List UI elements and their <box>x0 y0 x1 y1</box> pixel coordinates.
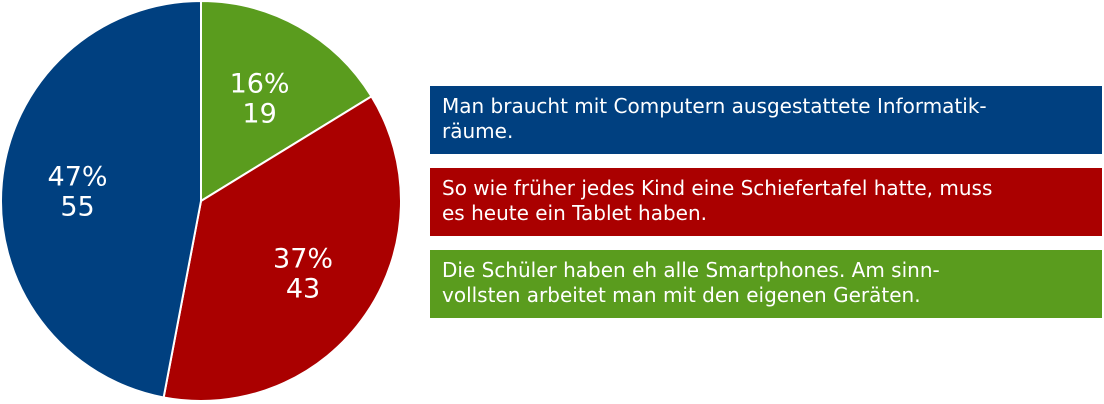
slice-percent-label: 37% <box>273 243 333 274</box>
legend-line: So wie früher jedes Kind eine Schieferta… <box>442 176 993 200</box>
slice-percent-label: 47% <box>48 161 108 192</box>
legend-line: räume. <box>442 119 514 143</box>
legend-line: Man braucht mit Computern ausgestattete … <box>442 94 987 118</box>
pie-slices <box>0 0 402 402</box>
slice-tablet <box>162 95 402 402</box>
legend-item-computer-rooms: Man braucht mit Computern ausgestattete … <box>430 86 1102 154</box>
slice-percent-label: 16% <box>230 68 290 99</box>
slice-value-label: 55 <box>60 191 94 222</box>
slice-computer-rooms <box>200 0 373 203</box>
slice-value-label: 19 <box>242 98 276 129</box>
pie-labels: 16%19 37%43 47%55 <box>48 68 334 304</box>
legend-item-tablet: So wie früher jedes Kind eine Schieferta… <box>430 168 1102 236</box>
slice-value-label: 43 <box>286 273 320 304</box>
legend-item-own-devices: Die Schüler haben eh alle Smartphones. A… <box>430 250 1102 318</box>
legend-line: es heute ein Tablet haben. <box>442 201 708 225</box>
slice-own-devices <box>0 0 202 399</box>
legend-line: Die Schüler haben eh alle Smartphones. A… <box>442 258 940 282</box>
legend-line: vollsten arbeitet man mit den eigenen Ge… <box>442 283 921 307</box>
